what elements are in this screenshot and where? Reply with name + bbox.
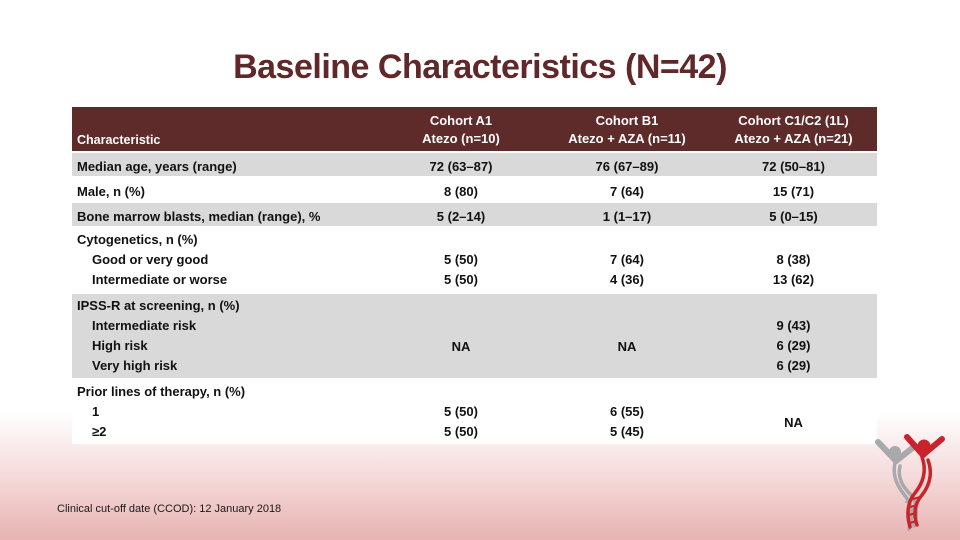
row-label-line: Male, n (%) xyxy=(77,184,145,199)
value-line: 72 (50–81) xyxy=(762,159,825,174)
table-body: Median age, years (range) 72 (63–87) 76 (6… xyxy=(72,153,877,444)
value-line xyxy=(544,230,710,250)
value-line: 5 (50) xyxy=(444,424,478,439)
value-line: 5 (50) xyxy=(444,272,478,287)
value-line: 5 (50) xyxy=(444,252,478,267)
row-sublabel-line: Intermediate or worse xyxy=(92,272,228,287)
row-label: Cytogenetics, n (%) Good or very good Inte… xyxy=(72,228,378,292)
column-header-characteristic: Characteristic xyxy=(77,133,161,147)
value-cell: NA xyxy=(617,338,637,354)
value-line: 5 (0–15) xyxy=(769,209,818,224)
table-row: IPSS-R at screening, n (%) Intermediate r… xyxy=(72,294,877,380)
column-header-line: Atezo + AZA (n=21) xyxy=(734,131,853,146)
table-header-row: Characteristic Cohort A1 Atezo (n=10) Co… xyxy=(72,107,877,153)
value-line: 6 (55) xyxy=(610,404,644,419)
row-label: Bone marrow blasts, median (range), % xyxy=(72,205,378,228)
value-cell: 5 (2–14) xyxy=(378,203,544,230)
row-label: Prior lines of therapy, n (%) 1 ≥2 xyxy=(72,380,378,444)
column-header-line: Cohort C1/C2 (1L) xyxy=(738,113,849,128)
row-label: Male, n (%) xyxy=(72,180,378,203)
value-line xyxy=(710,296,877,316)
table-row: Prior lines of therapy, n (%) 1 ≥2 5 (50) 5… xyxy=(72,380,877,444)
column-header-line: Atezo (n=10) xyxy=(422,131,500,146)
value-cell: 6 (55) 5 (45) xyxy=(544,380,710,444)
column-header-line: Cohort B1 xyxy=(595,113,659,128)
table-row: Cytogenetics, n (%) Good or very good Inte… xyxy=(72,228,877,294)
value-line: 6 (29) xyxy=(776,338,811,353)
value-line: 5 (2–14) xyxy=(436,209,486,224)
row-sublabel-line: Good or very good xyxy=(92,252,209,267)
value-line: 8 (38) xyxy=(776,252,811,267)
clinical-cutoff-footnote: Clinical cut-off date (CCOD): 12 January… xyxy=(57,503,282,515)
value-line xyxy=(378,230,544,250)
value-line xyxy=(544,382,710,402)
value-cell: 76 (67–89) xyxy=(544,153,710,180)
table-row: Male, n (%) 8 (80) 7 (64) 15 (71) xyxy=(72,178,877,203)
value-cell: NA xyxy=(784,414,803,430)
row-sublabel-line: Very high risk xyxy=(92,358,178,373)
value-cell: 72 (63–87) xyxy=(378,153,544,180)
value-cell: 5 (50) 5 (50) xyxy=(378,228,544,292)
value-line: 4 (36) xyxy=(610,272,644,287)
table-row: Bone marrow blasts, median (range), % 5 (… xyxy=(72,203,877,228)
value-line: 8 (80) xyxy=(444,184,478,199)
value-line: 7 (64) xyxy=(610,252,644,267)
row-label-line: Median age, years (range) xyxy=(77,159,237,174)
value-line: 7 (64) xyxy=(610,184,644,199)
value-cell: 7 (64) 4 (36) xyxy=(544,228,710,292)
row-sublabel-line: 1 xyxy=(92,404,100,419)
value-cell: 8 (38) 13 (62) xyxy=(710,228,877,292)
column-header-cohort-a1: Cohort A1 Atezo (n=10) xyxy=(378,107,544,151)
value-line: 72 (63–87) xyxy=(429,159,493,174)
slide-title: Baseline Characteristics (N=42) xyxy=(233,48,727,86)
row-sublabel-line: Intermediate risk xyxy=(92,318,197,333)
value-line: 5 (50) xyxy=(444,404,478,419)
baseline-characteristics-table: Characteristic Cohort A1 Atezo (n=10) Co… xyxy=(72,107,877,444)
value-line: 76 (67–89) xyxy=(595,159,659,174)
value-cell: 72 (50–81) xyxy=(710,153,877,180)
row-sublabel-line: High risk xyxy=(92,338,148,353)
value-cell: 7 (64) xyxy=(544,178,710,205)
value-cell: 5 (50) 5 (50) xyxy=(378,380,544,444)
table-row: Median age, years (range) 72 (63–87) 76 (6… xyxy=(72,153,877,178)
column-header-cohort-c1c2: Cohort C1/C2 (1L) Atezo + AZA (n=21) xyxy=(710,107,877,151)
row-sublabel-line: ≥2 xyxy=(92,424,107,439)
value-cell: 8 (80) xyxy=(378,178,544,205)
value-line: 5 (45) xyxy=(610,424,644,439)
value-cell: 5 (0–15) xyxy=(710,203,877,230)
value-line xyxy=(378,382,544,402)
value-cell: 1 (1–17) xyxy=(544,203,710,230)
dna-helix-figures-logo-icon xyxy=(875,434,945,531)
column-header-line: Atezo + AZA (n=11) xyxy=(568,131,686,146)
value-line: 15 (71) xyxy=(772,184,815,199)
value-line: 1 (1–17) xyxy=(602,209,652,224)
row-label-line: Bone marrow blasts, median (range), % xyxy=(77,209,321,224)
column-header-line: Cohort A1 xyxy=(429,113,493,128)
value-cell: 15 (71) xyxy=(710,178,877,205)
row-label-line: IPSS-R at screening, n (%) xyxy=(77,298,240,313)
value-line: 6 (29) xyxy=(776,358,811,373)
row-label-line: Prior lines of therapy, n (%) xyxy=(77,384,246,399)
row-label-line: Cytogenetics, n (%) xyxy=(77,232,198,247)
value-line: 13 (62) xyxy=(772,272,815,287)
value-line xyxy=(710,230,877,250)
value-cell: NA xyxy=(451,338,471,354)
row-label: IPSS-R at screening, n (%) Intermediate r… xyxy=(72,294,378,378)
value-cell: 9 (43) 6 (29) 6 (29) xyxy=(710,294,877,378)
row-label: Median age, years (range) xyxy=(72,155,378,178)
column-header-cohort-b1: Cohort B1 Atezo + AZA (n=11) xyxy=(544,107,710,151)
value-line: 9 (43) xyxy=(776,318,811,333)
